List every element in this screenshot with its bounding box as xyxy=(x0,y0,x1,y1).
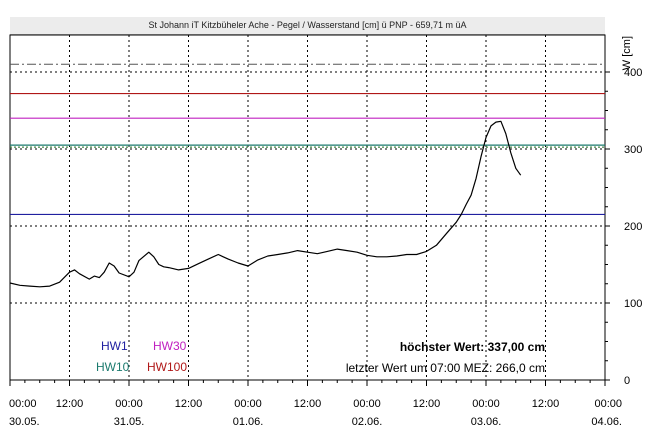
y-tick-label: 300 xyxy=(624,144,642,156)
threshold-lines xyxy=(10,63,605,216)
legend-hw1: HW1 xyxy=(101,339,128,353)
x-tick-time: 00:00 xyxy=(115,398,143,410)
x-tick-time: 12:00 xyxy=(56,398,84,410)
y-axis-label: W [cm] xyxy=(621,36,633,70)
y-tick-label: 100 xyxy=(624,298,642,310)
x-tick-time: 00:00 xyxy=(9,398,37,410)
x-tick-date: 01.06. xyxy=(233,416,264,428)
x-tick-date: 30.05. xyxy=(9,416,40,428)
x-tick-time: 12:00 xyxy=(413,398,441,410)
x-tick-date: 02.06. xyxy=(352,416,383,428)
last-value: letzter Wert um 07:00 MEZ: 266,0 cm xyxy=(346,361,545,375)
x-tick-time: 00:00 xyxy=(472,398,500,410)
x-tick-time: 12:00 xyxy=(175,398,203,410)
x-tick-time: 00:00 xyxy=(594,398,622,410)
legend-hw30: HW30 xyxy=(153,339,187,353)
legend-hw10: HW10 xyxy=(96,360,130,374)
x-tick-date: 03.06. xyxy=(471,416,502,428)
x-axis: 00:00 30.05. 12:00 00:00 31.05. 12:00 00:00 01.… xyxy=(9,380,622,428)
grid-lines xyxy=(10,35,605,380)
x-tick-date: 31.05. xyxy=(114,416,145,428)
x-tick-time: 00:00 xyxy=(234,398,262,410)
y-tick-label: 0 xyxy=(624,375,630,387)
y-axis: 0 100 200 300 400 xyxy=(605,67,642,387)
y-tick-label: 400 xyxy=(624,67,642,79)
y-tick-label: 200 xyxy=(624,221,642,233)
x-tick-time: 12:00 xyxy=(294,398,322,410)
series-layer xyxy=(9,120,522,288)
x-tick-date: 04.06. xyxy=(591,416,622,428)
x-tick-time: 00:00 xyxy=(353,398,381,410)
x-tick-time: 12:00 xyxy=(532,398,560,410)
highest-value: höchster Wert: 337,00 cm xyxy=(400,340,545,354)
legend-hw100: HW100 xyxy=(147,360,187,374)
series-line-0 xyxy=(9,120,522,288)
